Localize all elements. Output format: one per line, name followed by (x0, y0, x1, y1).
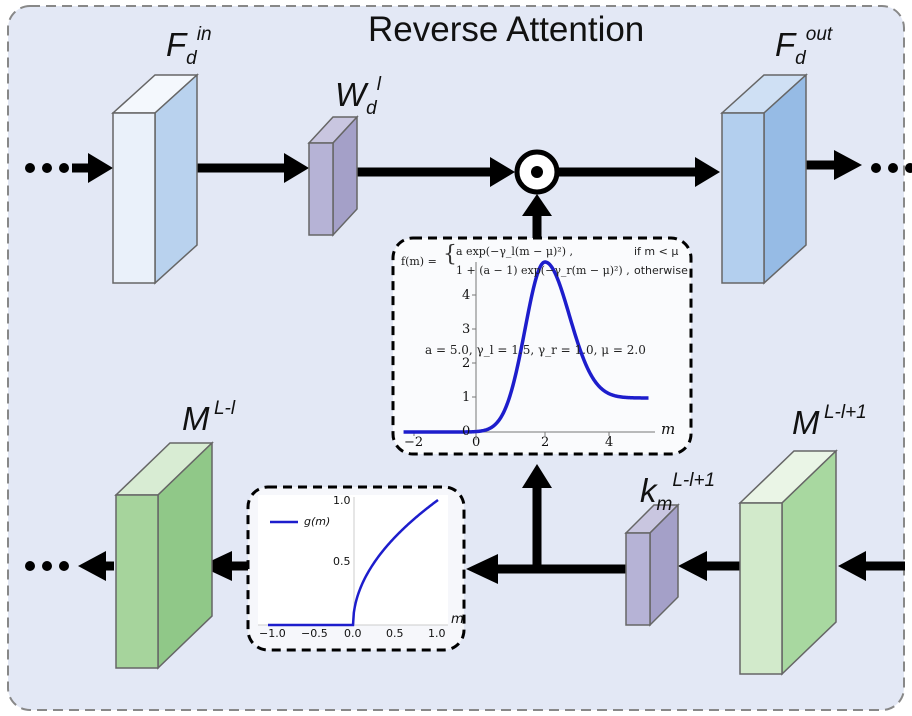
bottom-x-label: m (451, 612, 464, 627)
label-m-left: M L-l (182, 398, 236, 437)
top-x-tick-1: 0 (472, 435, 481, 450)
bottom-x-tick-2: 0.0 (344, 627, 362, 640)
top-curve-f (403, 260, 649, 434)
w-block (307, 115, 359, 237)
top-x-tick-3: 4 (605, 435, 614, 450)
formula-case2: 1 + (a − 1) exp(−γ_r(m − μ)²) , (456, 264, 630, 277)
formula-params: a = 5.0, γ_l = 1.5, γ_r = 1.0, μ = 2.0 (425, 343, 646, 357)
bottom-y-tick-0: 0.5 (333, 555, 351, 568)
top-x-tick-2: 2 (541, 435, 550, 450)
m-right-block (738, 449, 838, 676)
top-y-tick-0: 0 (462, 424, 471, 439)
bottom-x-tick-0: −1.0 (259, 627, 286, 640)
top-y-tick-2: 2 (462, 356, 471, 371)
top-flow-arrows (25, 150, 912, 238)
f-in-block (111, 73, 199, 285)
bottom-curve-g (268, 498, 439, 627)
diagram-title: Reverse Attention (368, 10, 645, 49)
bottom-plot (246, 485, 466, 652)
label-f-in: Fdin (166, 24, 212, 69)
bottom-flow-arrows (25, 464, 905, 584)
label-m-right: M L-l+1 (792, 402, 867, 441)
formula-cond2: otherwise (634, 264, 688, 277)
bottom-x-tick-1: −0.5 (301, 627, 328, 640)
label-f-out: Fdout (775, 24, 833, 69)
bottom-x-tick-4: 1.0 (428, 627, 446, 640)
formula-brace: { (443, 242, 457, 267)
k-block (624, 503, 680, 627)
formula-case1: a exp(−γ_l(m − μ)²) , (456, 245, 573, 258)
legend-label: g(m) (304, 515, 331, 528)
top-y-tick-4: 4 (462, 288, 471, 303)
formula-lhs: f(m) = (401, 255, 437, 268)
top-x-label: m (661, 420, 676, 438)
m-left-block (114, 441, 214, 670)
f-out-block (720, 73, 808, 285)
bottom-x-tick-3: 0.5 (386, 627, 404, 640)
elementwise-product-icon (514, 149, 560, 195)
formula-cond1: if m < μ (634, 245, 679, 258)
top-x-tick-0: −2 (404, 435, 424, 450)
top-y-tick-1: 1 (462, 390, 471, 405)
top-plot (391, 236, 693, 456)
label-w: Wdl (335, 74, 381, 119)
label-k: kmL-l+1 (640, 470, 716, 515)
top-y-tick-3: 3 (462, 322, 471, 337)
bottom-y-tick-1: 1.0 (333, 494, 351, 507)
